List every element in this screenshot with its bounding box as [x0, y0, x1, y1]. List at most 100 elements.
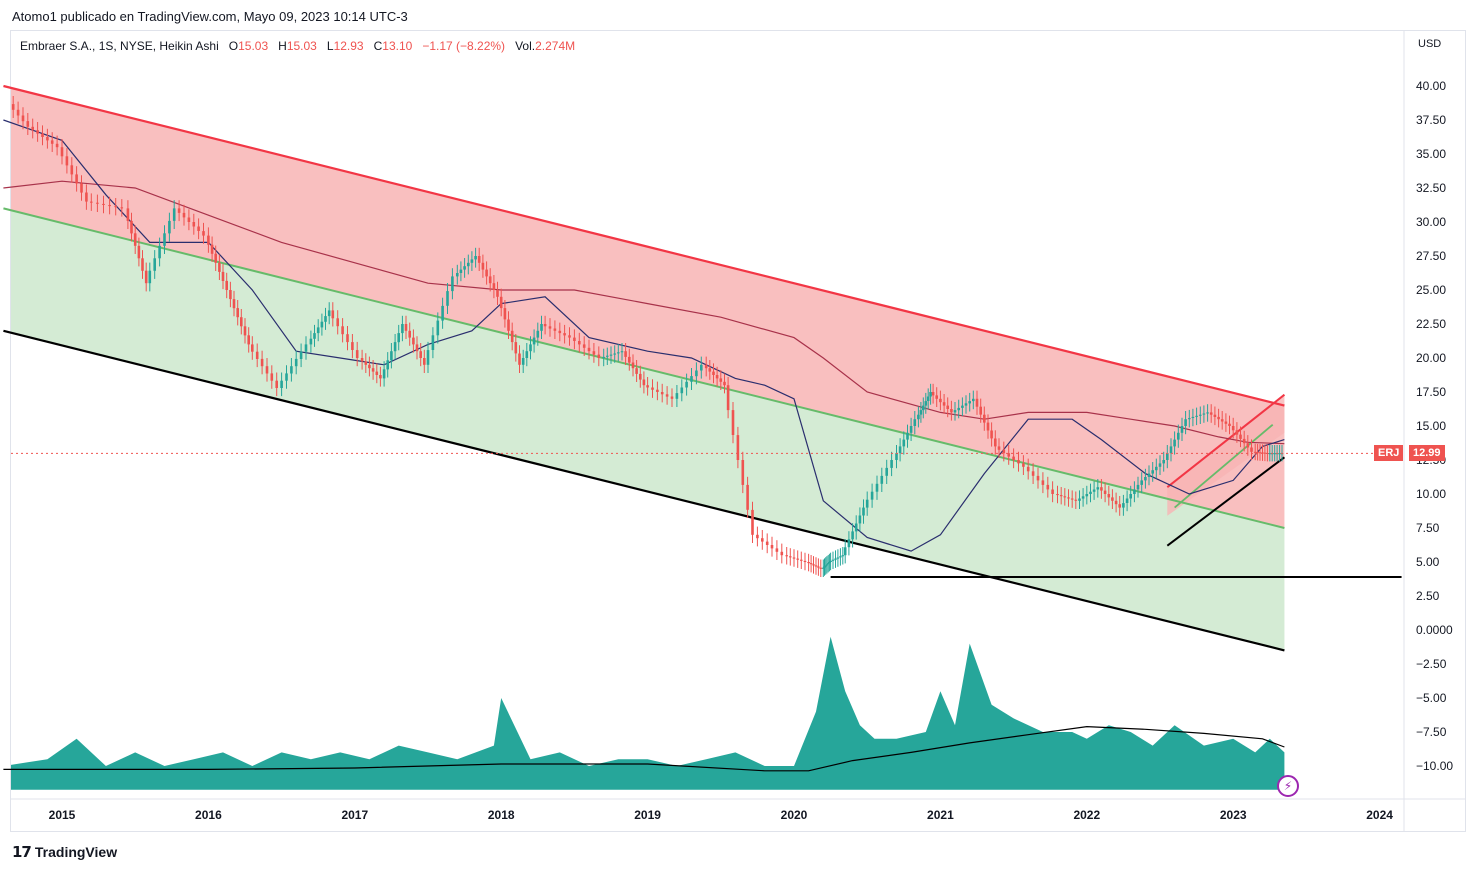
candle-body — [906, 432, 909, 440]
lightning-bolt-icon[interactable]: ⚡ — [1277, 775, 1299, 797]
y-tick-label: −5.00 — [1416, 691, 1447, 705]
y-tick-label: 7.50 — [1416, 521, 1440, 535]
candle-body — [133, 233, 137, 246]
candle-body — [102, 203, 105, 205]
candle-body — [761, 538, 764, 542]
candle-body — [553, 328, 557, 331]
candle-body — [514, 342, 518, 354]
high-label: H — [278, 39, 287, 53]
candle-body — [814, 565, 818, 567]
candle-body — [108, 205, 111, 207]
candle-body — [96, 202, 99, 204]
candle-body — [148, 270, 152, 284]
candle-body — [606, 355, 609, 357]
candle-body — [620, 351, 624, 353]
candle-body — [1051, 489, 1054, 494]
candle-body — [1140, 480, 1143, 485]
candle-body — [597, 354, 601, 358]
candle-body — [168, 220, 171, 234]
candle-body — [1224, 421, 1228, 424]
candle-body — [1067, 497, 1070, 499]
candle-body — [1217, 416, 1220, 420]
ema-slow-line — [3, 180, 1285, 445]
candle-body — [379, 375, 382, 379]
channel-upper-zone — [11, 87, 1285, 528]
candle-body — [1036, 475, 1040, 481]
candle-body — [80, 183, 83, 193]
candle-body — [1188, 418, 1191, 420]
candle-body — [828, 562, 831, 564]
candle-body — [451, 276, 454, 292]
candle-body — [412, 337, 415, 345]
candle-body — [829, 560, 832, 562]
x-tick-label: 2017 — [341, 808, 368, 822]
candle-body — [592, 351, 596, 355]
candle-body — [260, 358, 264, 367]
candle-body — [1107, 494, 1111, 498]
y-tick-label: −2.50 — [1416, 657, 1447, 671]
candle-body — [741, 460, 745, 485]
candle-body — [831, 559, 835, 561]
candle-body — [1031, 471, 1035, 476]
x-tick-label: 2015 — [49, 808, 76, 822]
brand-name: TradingView — [34, 844, 118, 860]
candle-body — [336, 318, 339, 327]
y-tick-label: 30.00 — [1416, 215, 1446, 229]
candle-body — [75, 174, 78, 184]
candle-body — [1191, 416, 1195, 418]
candle-body — [1041, 480, 1045, 485]
candle-body — [290, 366, 293, 374]
candle-body — [21, 115, 25, 122]
candle-body — [1056, 494, 1059, 496]
currency-label[interactable]: USD — [1418, 38, 1442, 50]
y-tick-label: −10.00 — [1416, 759, 1453, 773]
candle-body — [207, 235, 210, 245]
change-value: −1.17 (−8.22%) — [422, 39, 506, 53]
candle-body — [854, 523, 858, 532]
y-tick-label: 15.00 — [1416, 419, 1446, 433]
low-label: L — [326, 39, 334, 53]
x-tick-label: 2023 — [1220, 808, 1247, 822]
candle-body — [843, 547, 847, 556]
candle-body — [931, 392, 935, 396]
candle-body — [929, 392, 932, 397]
candle-body — [922, 405, 925, 411]
candle-body — [510, 330, 514, 343]
candle-body — [715, 375, 719, 379]
candle-body — [41, 133, 44, 137]
candle-body — [660, 392, 664, 395]
candle-body — [285, 373, 288, 381]
candle-body — [924, 401, 928, 406]
candle-body — [1228, 423, 1231, 426]
candle-body — [639, 373, 642, 380]
candle-body — [823, 566, 826, 568]
candle-body — [548, 326, 552, 329]
x-tick-label: 2018 — [488, 808, 515, 822]
candle-body — [817, 566, 820, 568]
candle-body — [568, 335, 571, 338]
tradingview-logo[interactable]: 𝟭𝟳 TradingView — [12, 843, 117, 861]
candle-body — [898, 446, 902, 454]
candle-body — [712, 371, 715, 375]
y-tick-label: 0.0000 — [1416, 623, 1453, 637]
candle-body — [635, 368, 638, 374]
candle-body — [1100, 487, 1103, 491]
y-tick-label: 35.00 — [1416, 147, 1446, 161]
candle-body — [280, 380, 283, 388]
candle-body — [232, 299, 236, 309]
candle-body — [1063, 496, 1067, 498]
candle-body — [153, 258, 156, 271]
candle-body — [700, 364, 703, 371]
candle-body — [467, 262, 470, 267]
candle-body — [202, 231, 205, 236]
candle-body — [785, 555, 788, 557]
candle-body — [474, 256, 477, 260]
candle-body — [368, 364, 371, 369]
candle-body — [1133, 489, 1136, 494]
candle-body — [221, 271, 225, 281]
candle-body — [819, 567, 823, 569]
candle-body — [913, 419, 917, 426]
candle-body — [1144, 477, 1147, 481]
candle-body — [1220, 419, 1224, 422]
